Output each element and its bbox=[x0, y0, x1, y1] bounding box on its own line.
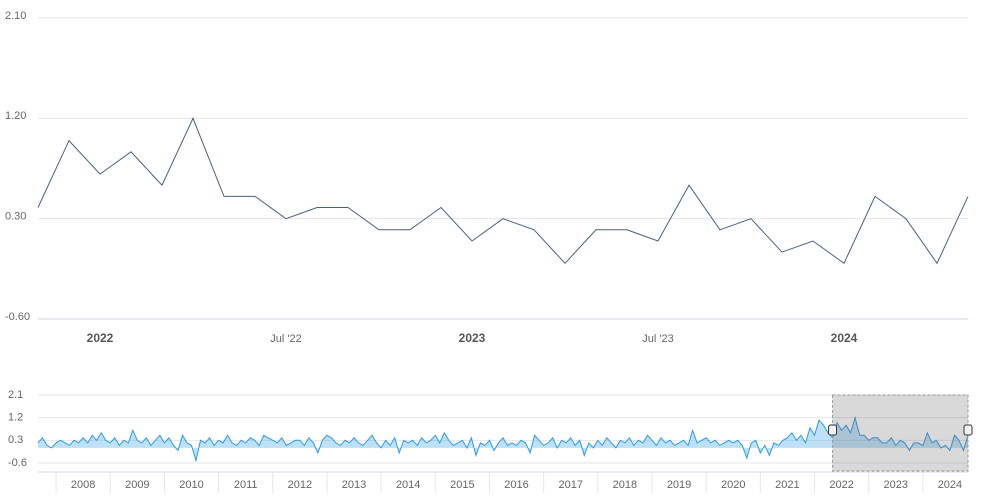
y-tick-label: -0.6 bbox=[8, 457, 27, 469]
x-tick-label: 2019 bbox=[667, 479, 691, 491]
navigator-handle[interactable] bbox=[963, 424, 973, 436]
y-tick-label: 1.20 bbox=[5, 110, 26, 122]
x-tick-label: 2016 bbox=[504, 479, 528, 491]
area-fill bbox=[38, 417, 968, 461]
x-tick-label: 2012 bbox=[288, 479, 312, 491]
x-tick-label: 2017 bbox=[558, 479, 582, 491]
x-tick-label: 2020 bbox=[721, 479, 745, 491]
navigator-selection bbox=[832, 394, 969, 472]
y-tick-label: 0.3 bbox=[8, 434, 23, 446]
x-tick-label: 2008 bbox=[71, 479, 95, 491]
x-tick-label: 2022 bbox=[829, 479, 853, 491]
line bbox=[37, 117, 969, 265]
x-tick-label: 2011 bbox=[234, 479, 258, 491]
x-tick-label: 2024 bbox=[831, 331, 858, 345]
x-tick-label: 2009 bbox=[125, 479, 149, 491]
y-tick-label: -0.60 bbox=[5, 311, 30, 323]
x-tick-label: 2013 bbox=[342, 479, 366, 491]
x-tick-label: 2023 bbox=[884, 479, 908, 491]
x-tick-label: Jul '23 bbox=[642, 333, 673, 345]
navigator-handle[interactable] bbox=[828, 424, 838, 436]
y-tick-label: 2.1 bbox=[8, 389, 23, 401]
y-tick-label: 0.30 bbox=[5, 211, 26, 223]
x-tick-label: 2014 bbox=[396, 479, 420, 491]
y-tick-label: 1.2 bbox=[8, 412, 23, 424]
x-tick-label: 2022 bbox=[87, 331, 114, 345]
y-tick-label: 2.10 bbox=[5, 10, 26, 22]
x-tick-label: 2021 bbox=[775, 479, 799, 491]
x-tick-label: 2023 bbox=[459, 331, 486, 345]
x-tick-label: Jul '22 bbox=[270, 333, 301, 345]
area-line bbox=[37, 415, 969, 463]
x-tick-label: 2018 bbox=[613, 479, 637, 491]
x-tick-label: 2010 bbox=[179, 479, 203, 491]
x-tick-label: 2015 bbox=[450, 479, 474, 491]
x-tick-label: 2024 bbox=[938, 479, 962, 491]
